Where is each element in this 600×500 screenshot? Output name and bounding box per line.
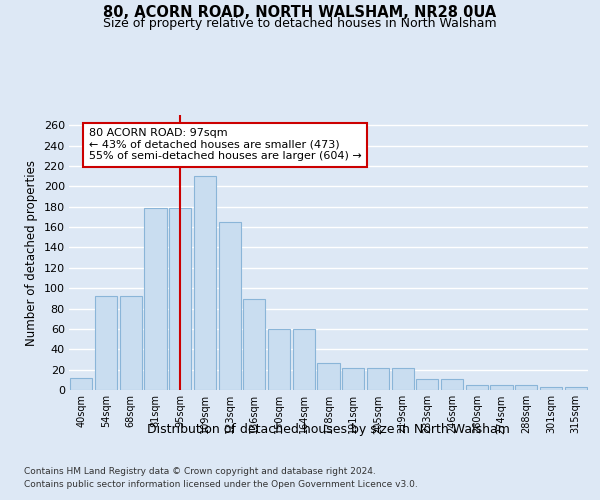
Text: Contains public sector information licensed under the Open Government Licence v3: Contains public sector information licen… [24,480,418,489]
Bar [145,208,167,390]
Bar [218,222,241,390]
Bar [243,300,265,390]
Text: 80 ACORN ROAD: 97sqm
← 43% of detached houses are smaller (473)
55% of semi-deta: 80 ACORN ROAD: 97sqm ← 43% of detached h… [89,128,362,162]
Text: 80, ACORN ROAD, NORTH WALSHAM, NR28 0UA: 80, ACORN ROAD, NORTH WALSHAM, NR28 0UA [103,5,497,20]
Bar [169,208,191,390]
Bar [490,385,512,390]
Bar [194,176,216,390]
Bar [119,296,142,390]
Text: Distribution of detached houses by size in North Walsham: Distribution of detached houses by size … [148,422,510,436]
Bar [70,378,92,390]
Bar [441,379,463,390]
Bar [293,329,315,390]
Bar [466,385,488,390]
Bar [268,329,290,390]
Bar [367,368,389,390]
Bar [317,362,340,390]
Text: Size of property relative to detached houses in North Walsham: Size of property relative to detached ho… [103,18,497,30]
Bar [565,387,587,390]
Bar [540,387,562,390]
Text: Contains HM Land Registry data © Crown copyright and database right 2024.: Contains HM Land Registry data © Crown c… [24,467,376,476]
Bar [95,296,117,390]
Bar [515,385,538,390]
Y-axis label: Number of detached properties: Number of detached properties [25,160,38,346]
Bar [416,379,439,390]
Bar [392,368,414,390]
Bar [342,368,364,390]
